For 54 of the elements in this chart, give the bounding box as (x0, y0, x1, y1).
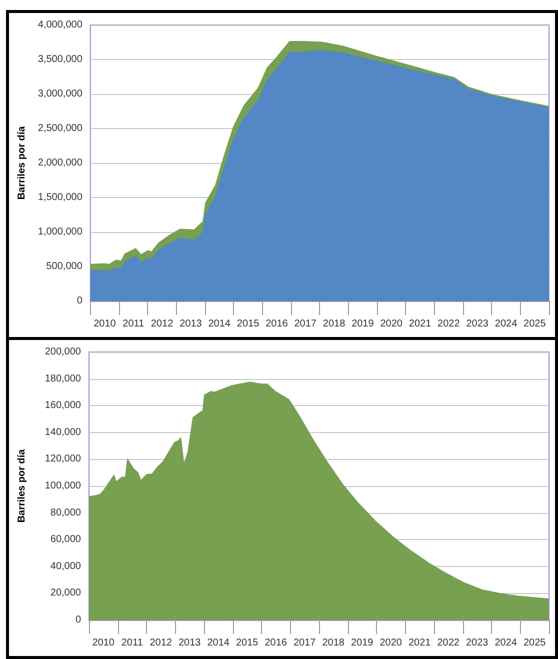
x-tick-label: 2018 (322, 318, 346, 330)
x-tick-label: 2023 (466, 318, 489, 330)
y-tick-label: 3,000,000 (38, 88, 83, 100)
x-tick-label: 2022 (437, 638, 460, 648)
y-tick-label: 100,000 (44, 480, 82, 492)
y-tick-label: 0 (75, 614, 82, 626)
x-tick-label: 2010 (94, 318, 116, 330)
x-tick-label: 2021 (408, 638, 432, 648)
x-tick-label: 2019 (351, 638, 374, 648)
y-tick-label: 80,000 (50, 507, 82, 518)
y-tick-label: 4,000,000 (38, 20, 83, 30)
y-tick-label: 1,500,000 (38, 192, 83, 203)
x-tick-label: 2011 (121, 638, 144, 648)
x-tick-label: 2017 (294, 638, 316, 648)
x-tick-label: 2020 (380, 638, 402, 648)
y-tick-label: 40,000 (50, 560, 82, 572)
y-tick-label: 60,000 (50, 534, 82, 546)
y-tick-label: 0 (76, 296, 83, 306)
x-tick-label: 2013 (178, 638, 202, 648)
x-tick-label: 2016 (264, 638, 288, 648)
x-tick-label: 2024 (494, 638, 518, 648)
x-tick-label: 2013 (180, 318, 202, 330)
x-tick-label: 2025 (524, 638, 546, 648)
y-tick-label: 140,000 (44, 426, 82, 438)
x-tick-label: 2012 (150, 638, 172, 648)
y-tick-label: 180,000 (44, 373, 82, 384)
x-tick-label: 2023 (466, 638, 489, 648)
y-axis-title: Barriles por día (16, 126, 28, 200)
x-tick-label: 2011 (122, 318, 145, 330)
x-tick-label: 2010 (92, 638, 115, 648)
x-tick-label: 2015 (236, 318, 260, 330)
x-tick-label: 2024 (494, 318, 518, 330)
y-tick-label: 2,500,000 (38, 123, 83, 134)
y-tick-label: 3,500,000 (38, 54, 83, 65)
x-tick-label: 2022 (438, 318, 460, 330)
x-tick-label: 2017 (294, 318, 317, 330)
x-tick-label: 2019 (352, 318, 374, 330)
x-tick-label: 2020 (380, 318, 403, 330)
y-tick-label: 1,000,000 (38, 226, 83, 238)
x-tick-label: 2021 (408, 318, 432, 330)
y-axis-title: Barriles por día (16, 448, 28, 523)
y-tick-label: 160,000 (44, 400, 82, 412)
x-tick-label: 2014 (208, 318, 231, 330)
x-tick-label: 2018 (322, 638, 345, 648)
y-tick-label: 2,000,000 (38, 158, 83, 168)
x-tick-label: 2012 (150, 318, 174, 330)
y-tick-label: 20,000 (50, 588, 82, 599)
y-tick-label: 500,000 (46, 261, 83, 272)
x-tick-label: 2025 (524, 318, 546, 330)
y-tick-label: 120,000 (44, 454, 82, 465)
y-tick-label: 200,000 (44, 346, 82, 358)
x-tick-label: 2015 (236, 638, 259, 648)
x-tick-label: 2016 (266, 318, 288, 330)
x-tick-label: 2014 (207, 638, 230, 648)
